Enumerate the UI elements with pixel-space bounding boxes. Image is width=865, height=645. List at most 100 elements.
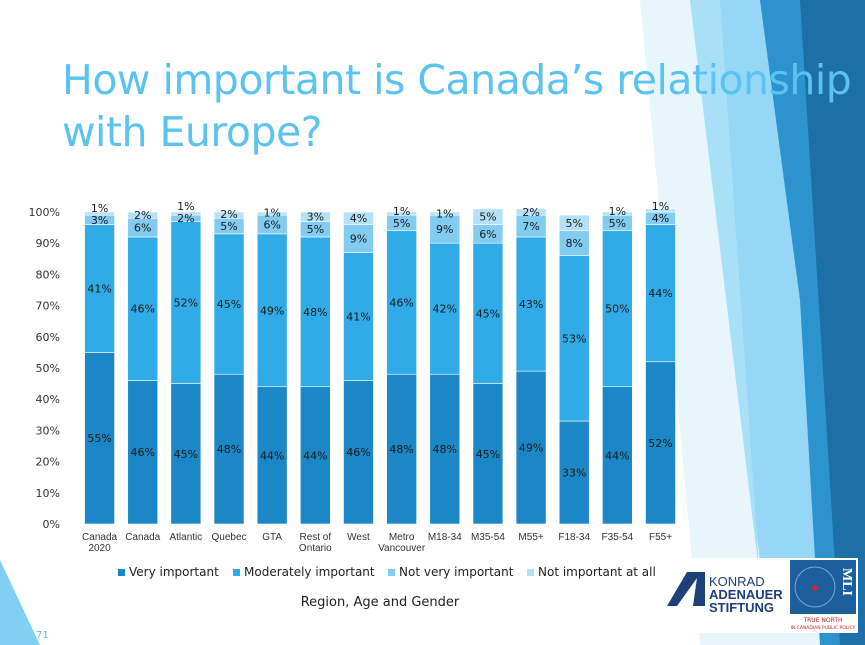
bar-segment	[515, 208, 547, 216]
x-tick-label: F55+	[649, 532, 672, 543]
bar-segment	[256, 233, 288, 388]
data-label: 49%	[260, 304, 284, 317]
bar-segment	[343, 224, 374, 253]
data-label: 44%	[303, 449, 327, 462]
bar-segment	[429, 214, 461, 244]
x-tick-label: M35-54	[471, 532, 505, 543]
page-number: 71	[36, 630, 49, 641]
bar-segment	[558, 420, 590, 525]
bar-segment	[127, 211, 159, 219]
legend-swatch	[118, 568, 125, 576]
data-label: 52%	[174, 296, 198, 309]
x-tick-label: West	[347, 532, 370, 543]
bar-segment	[170, 383, 202, 525]
svg-text:STIFTUNG: STIFTUNG	[709, 600, 774, 615]
bar-segment	[558, 214, 590, 232]
data-label: 8%	[565, 237, 582, 250]
y-tick-label: 40%	[36, 393, 60, 406]
legend-item: Moderately important	[233, 565, 375, 579]
data-label: 1%	[91, 202, 108, 215]
bar-segment	[300, 236, 331, 388]
bar-segment	[343, 380, 374, 525]
bar-segment	[515, 370, 547, 525]
data-label: 2%	[177, 212, 194, 225]
svg-text:ADENAUER: ADENAUER	[709, 587, 783, 602]
data-label: 1%	[652, 200, 669, 213]
data-label: 6%	[134, 222, 151, 235]
data-label: 48%	[433, 443, 457, 456]
bar-segment	[515, 236, 547, 372]
bar-segment	[343, 252, 374, 381]
bar-segment	[472, 383, 504, 525]
bar-segment	[386, 230, 417, 375]
data-label: 50%	[605, 303, 629, 316]
data-label: 45%	[217, 298, 241, 311]
data-label: 6%	[263, 218, 280, 231]
x-tick-label: Rest of	[299, 532, 331, 543]
x-tick-label: Ontario	[299, 543, 332, 554]
data-label: 42%	[433, 303, 457, 316]
x-tick-label: F18-34	[558, 532, 590, 543]
data-label: 52%	[648, 437, 672, 450]
data-label: 1%	[263, 206, 280, 219]
y-tick-label: 90%	[36, 237, 60, 250]
data-label: 46%	[389, 296, 413, 309]
bar-segment	[300, 211, 331, 222]
bar-segment	[256, 211, 288, 216]
y-tick-label: 0%	[43, 518, 60, 531]
data-label: 5%	[565, 217, 582, 230]
x-tick-label: Vancouver	[378, 543, 426, 554]
data-label: 4%	[652, 212, 669, 225]
data-label: 2%	[522, 206, 539, 219]
data-label: 55%	[87, 432, 111, 445]
x-tick-label: F35-54	[602, 532, 634, 543]
data-label: 9%	[436, 223, 453, 236]
svg-text:KONRAD: KONRAD	[709, 574, 765, 589]
y-tick-label: 60%	[36, 331, 60, 344]
data-label: 46%	[346, 446, 370, 459]
bar-segment	[170, 221, 202, 384]
data-label: 45%	[174, 448, 198, 461]
data-label: 1%	[436, 208, 453, 221]
x-tick-label: M55+	[518, 532, 543, 543]
data-label: 7%	[522, 220, 539, 233]
y-tick-label: 50%	[36, 362, 60, 375]
data-label: 33%	[562, 467, 586, 480]
data-label: 49%	[519, 442, 543, 455]
bar-segment	[602, 386, 633, 525]
data-label: 4%	[350, 212, 367, 225]
bar-segment	[213, 233, 245, 375]
bar-segment	[645, 208, 676, 213]
bar-segment	[213, 211, 245, 219]
legend-label: Moderately important	[244, 565, 375, 579]
data-label: 5%	[307, 223, 324, 236]
bar-segment	[84, 352, 115, 525]
data-label: 44%	[605, 449, 629, 462]
svg-text:IN CANADIAN PUBLIC POLICY: IN CANADIAN PUBLIC POLICY	[791, 625, 856, 631]
data-label: 53%	[562, 332, 586, 345]
bar-segment	[429, 211, 461, 216]
data-label: 5%	[220, 220, 237, 233]
x-tick-label: Metro	[389, 532, 415, 543]
bar-segment	[343, 211, 374, 225]
x-tick-label: Canada	[82, 532, 117, 543]
data-label: 46%	[130, 446, 154, 459]
data-label: 48%	[217, 443, 241, 456]
data-label: 43%	[519, 298, 543, 311]
x-tick-label: M18-34	[428, 532, 462, 543]
data-label: 3%	[307, 211, 324, 224]
legend-item: Not important at all	[527, 565, 656, 579]
y-tick-label: 70%	[36, 300, 60, 313]
bar-segment	[127, 236, 159, 381]
legend-swatch	[233, 568, 240, 576]
x-tick-label: GTA	[262, 532, 282, 543]
svg-text:TRUE NORTH: TRUE NORTH	[802, 617, 842, 624]
data-label: 41%	[346, 311, 370, 324]
kas-mli-logo: KONRAD ADENAUER STIFTUNG MLI TRUE NORTH …	[667, 560, 856, 631]
data-label: 2%	[220, 208, 237, 221]
y-tick-label: 80%	[36, 268, 60, 281]
x-tick-label: Canada	[125, 532, 160, 543]
data-label: 44%	[648, 287, 672, 300]
data-label: 48%	[389, 443, 413, 456]
logos: KONRAD ADENAUER STIFTUNG MLI TRUE NORTH …	[663, 558, 858, 633]
